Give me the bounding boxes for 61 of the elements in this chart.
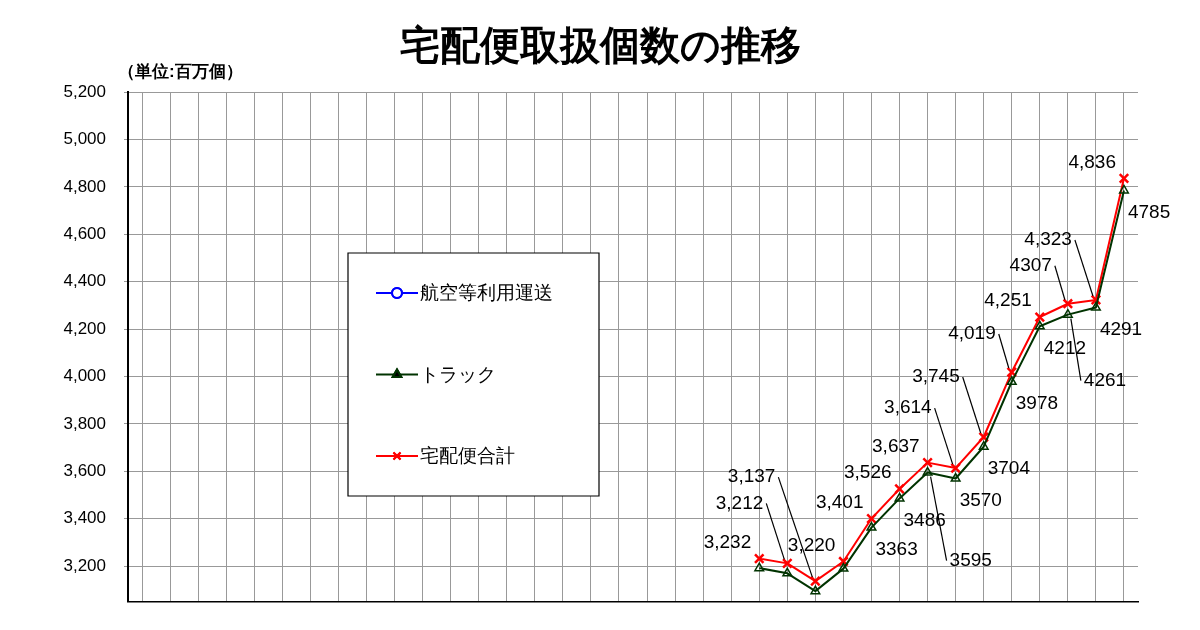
data-label: 4,019 [948, 322, 996, 344]
legend-label: 宅配便合計 [420, 445, 515, 467]
data-label: 3,232 [703, 530, 752, 552]
data-label: 3,401 [815, 490, 864, 512]
point [922, 466, 933, 476]
y-tick-label: 5,000 [63, 129, 106, 149]
point [1062, 298, 1074, 310]
data-label: 4291 [1099, 317, 1143, 339]
chart-title: 宅配便取扱個数の推移 [399, 23, 801, 68]
point [810, 585, 821, 595]
y-tick-label: 3,400 [63, 508, 106, 528]
data-label: 3,526 [843, 461, 892, 483]
data-label: 3978 [1015, 391, 1059, 413]
data-label: 3595 [949, 548, 992, 570]
data-label: 4,323 [1024, 228, 1072, 250]
point [865, 513, 877, 525]
point [950, 472, 961, 482]
legend-label: トラック [420, 363, 496, 385]
point [809, 575, 821, 587]
y-tick-label: 3,200 [63, 555, 106, 575]
point [1034, 311, 1046, 323]
y-axis-title: （単位:百万個） [118, 61, 243, 81]
data-label: 4307 [1009, 253, 1052, 275]
point [1118, 172, 1130, 184]
y-tick-label: 3,800 [63, 413, 106, 433]
data-label: 3,212 [715, 491, 764, 513]
point [866, 521, 877, 531]
y-tick-label: 4,600 [63, 223, 106, 243]
point [1090, 301, 1101, 311]
point [838, 562, 849, 572]
data-label: 3,637 [872, 434, 920, 456]
point [1118, 184, 1130, 194]
point [894, 483, 906, 495]
point [1034, 320, 1045, 330]
data-label: 4,251 [984, 289, 1032, 311]
point [978, 440, 989, 450]
y-tick-label: 4,200 [63, 318, 106, 338]
data-label: 3704 [987, 456, 1031, 478]
y-tick-label: 5,200 [63, 81, 106, 101]
legend-label: 航空等利用運送 [420, 282, 553, 304]
data-label: 3570 [959, 488, 1002, 510]
point [1062, 308, 1073, 318]
point [922, 457, 934, 469]
data-label: 4785 [1127, 200, 1171, 222]
point [753, 553, 765, 565]
y-tick-label: 4,000 [63, 366, 106, 386]
point [754, 562, 765, 572]
point [1006, 376, 1017, 386]
data-label: 4261 [1083, 368, 1127, 390]
data-label: 3,614 [884, 396, 933, 418]
point [894, 492, 905, 502]
data-label: 3363 [875, 537, 918, 559]
point [950, 462, 962, 474]
point [782, 567, 793, 577]
y-tick-label: 3,600 [63, 461, 106, 481]
point [781, 557, 793, 569]
data-label: 4,836 [1068, 150, 1116, 172]
y-tick-label: 4,800 [63, 176, 106, 196]
data-label: 3,745 [912, 365, 960, 387]
y-tick-label: 4,400 [63, 271, 106, 291]
data-label: 3,137 [727, 465, 776, 487]
